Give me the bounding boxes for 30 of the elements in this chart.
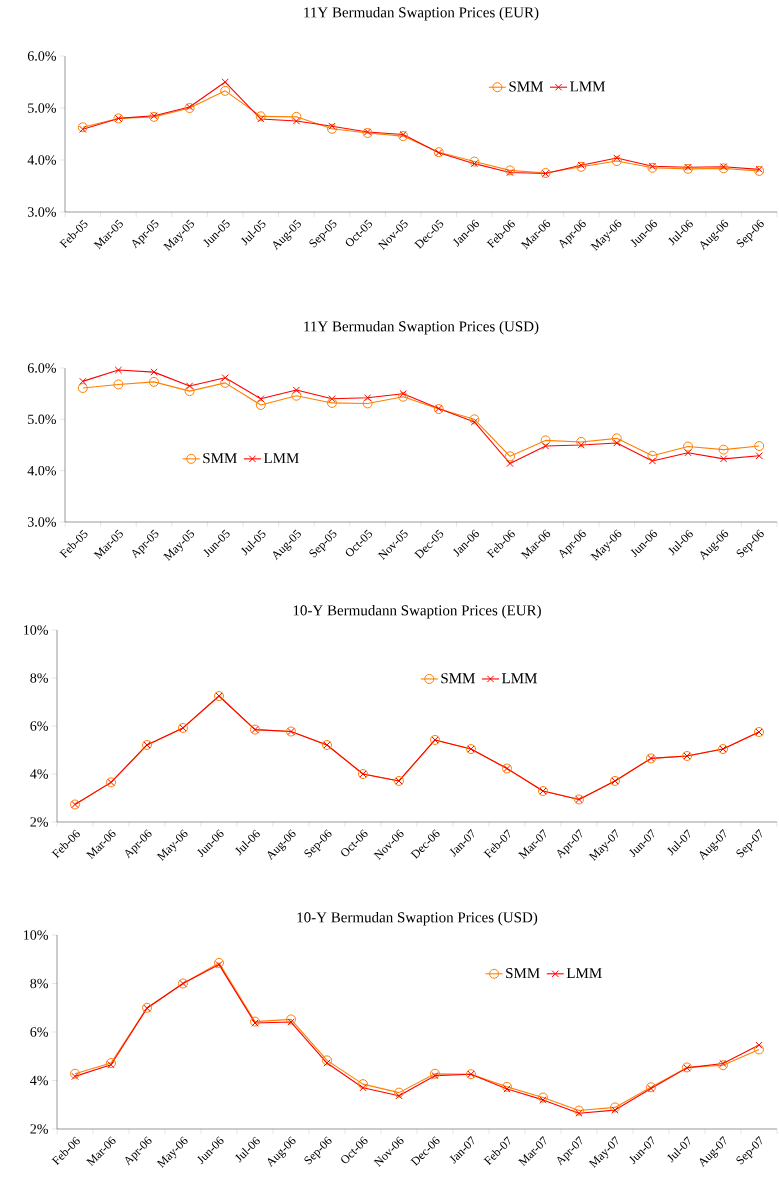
y-tick-label: 3.0% <box>27 207 56 217</box>
y-tick-label: 6% <box>30 721 48 731</box>
y-tick-label: 3.0% <box>27 517 56 527</box>
y-tick-label: 4% <box>30 1075 48 1086</box>
y-tick-label: 2% <box>30 817 48 827</box>
y-tick-label: 5.0% <box>28 414 56 425</box>
y-tick-label: 4.0% <box>27 155 56 165</box>
y-tick-label: 10% <box>24 625 48 635</box>
legend-label: LMM <box>501 673 537 684</box>
legend-label: SMM <box>203 453 237 464</box>
chart-title: 10-Y Bermudann Swaption Prices (EUR) <box>293 604 541 619</box>
y-tick-label: 2% <box>30 1124 48 1134</box>
y-tick-label: 4% <box>30 769 48 779</box>
legend-label: SMM <box>506 968 540 979</box>
y-tick-label: 8% <box>30 673 48 683</box>
chart-title: 11Y Bermudan Swaption Prices (EUR) <box>304 6 539 21</box>
y-tick-label: 5.0% <box>28 103 56 113</box>
y-tick-label: 4.0% <box>27 465 56 476</box>
legend-label: LMM <box>570 81 606 92</box>
y-tick-label: 6.0% <box>27 51 56 61</box>
y-tick-label: 10% <box>24 930 48 940</box>
legend-label: LMM <box>263 453 299 464</box>
legend-label: SMM <box>441 673 475 684</box>
legend-label: LMM <box>566 968 602 978</box>
legend-label: SMM <box>509 81 544 92</box>
chart-title: 10-Y Bermudan Swaption Prices (USD) <box>297 911 538 926</box>
y-tick-label: 8% <box>30 978 48 989</box>
chart-title: 11Y Bermudan Swaption Prices (USD) <box>304 320 539 335</box>
y-tick-label: 6% <box>30 1027 48 1037</box>
y-tick-label: 6.0% <box>27 363 56 373</box>
